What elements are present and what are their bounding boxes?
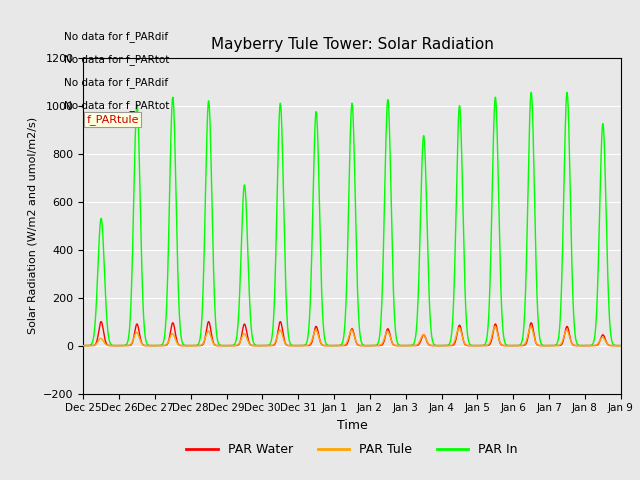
X-axis label: Time: Time [337,419,367,432]
Text: No data for f_PARdif: No data for f_PARdif [64,77,168,88]
Legend: PAR Water, PAR Tule, PAR In: PAR Water, PAR Tule, PAR In [181,438,523,461]
Text: f_PARtule: f_PARtule [86,114,139,125]
Y-axis label: Solar Radiation (W/m2 and umol/m2/s): Solar Radiation (W/m2 and umol/m2/s) [28,117,37,334]
Text: No data for f_PARtot: No data for f_PARtot [64,100,170,111]
Text: No data for f_PARdif: No data for f_PARdif [64,31,168,42]
Title: Mayberry Tule Tower: Solar Radiation: Mayberry Tule Tower: Solar Radiation [211,37,493,52]
Text: No data for f_PARtot: No data for f_PARtot [64,54,170,65]
